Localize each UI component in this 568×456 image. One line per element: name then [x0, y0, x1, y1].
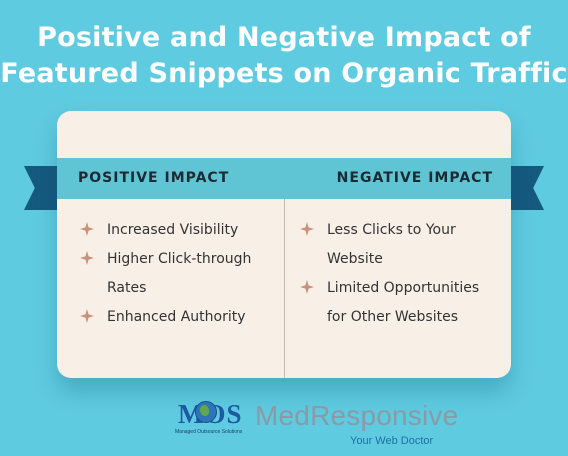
negative-list: Less Clicks to Your Website Limited Oppo… [300, 216, 500, 332]
four-point-star-icon [80, 309, 94, 323]
positive-item-text-cont: Rates [107, 280, 147, 296]
four-point-star-icon [80, 251, 94, 265]
brand-name: MedResponsive [255, 400, 459, 431]
positive-item: Increased Visibility [80, 216, 270, 245]
negative-item-text: Limited Opportunities [327, 280, 480, 296]
four-point-star-icon [300, 280, 314, 294]
negative-item-text-cont: for Other Websites [327, 309, 459, 325]
positive-list: Increased Visibility Higher Click-throug… [80, 216, 270, 332]
footer-logos: MOS Managed Outsource Solutions MedRespo… [172, 398, 458, 454]
header-ribbon: POSITIVE IMPACT NEGATIVE IMPACT [57, 158, 511, 199]
brand-tagline: Your Web Doctor [350, 435, 434, 447]
four-point-star-icon [80, 222, 94, 236]
positive-item-text: Higher Click-through [107, 251, 252, 267]
negative-item-text-cont: Website [327, 251, 383, 267]
title-line-1: Positive and Negative Impact of [37, 22, 531, 53]
negative-item: Less Clicks to Your Website [300, 216, 500, 274]
positive-item: Enhanced Authority [80, 303, 270, 332]
ribbon-tail-left [24, 166, 60, 210]
negative-item-text: Less Clicks to Your [327, 222, 456, 238]
globe-icon [195, 401, 217, 423]
page-title: Positive and Negative Impact of Featured… [0, 20, 568, 92]
positive-item-text: Increased Visibility [107, 222, 239, 238]
mos-logo-subtitle: Managed Outsource Solutions [175, 429, 243, 435]
column-divider [284, 199, 285, 378]
positive-item-text: Enhanced Authority [107, 309, 246, 325]
negative-heading: NEGATIVE IMPACT [336, 170, 493, 186]
ribbon-tail-right [508, 166, 544, 210]
negative-item: Limited Opportunities for Other Websites [300, 274, 500, 332]
positive-item: Higher Click-through Rates [80, 245, 270, 303]
title-line-2: Featured Snippets on Organic Traffic [0, 58, 568, 89]
positive-heading: POSITIVE IMPACT [78, 170, 230, 186]
four-point-star-icon [300, 222, 314, 236]
